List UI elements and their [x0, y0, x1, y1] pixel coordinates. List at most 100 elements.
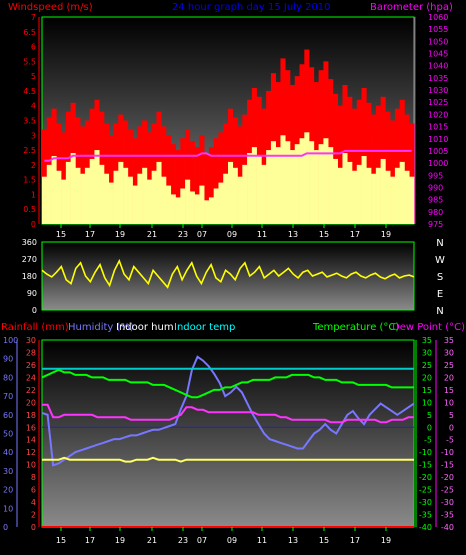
direction-tick: 180 [22, 272, 37, 281]
y-tick-right: 990 [428, 183, 443, 192]
direction-tick: 270 [22, 255, 37, 264]
gust-bar [108, 135, 114, 224]
temp-tick: 20 [422, 373, 432, 382]
average-bar [89, 158, 95, 224]
dew-tick: 20 [444, 373, 454, 382]
y-tick-right: 1025 [428, 98, 448, 107]
average-bar [46, 164, 52, 224]
legend-rain: Rainfall (mm) [1, 322, 69, 333]
plot-frame [41, 241, 415, 311]
y-tick-left: 2.5 [23, 146, 36, 155]
average-bar [75, 167, 81, 224]
direction-tick: 90 [27, 289, 37, 298]
rain-tick: 30 [26, 336, 36, 345]
humidity-tick: 80 [3, 373, 13, 382]
temp-tick: -30 [419, 498, 432, 507]
y-tick-left: 6.5 [23, 28, 36, 37]
gust-bar [194, 147, 200, 224]
average-bar [352, 170, 358, 224]
rain-tick: 14 [26, 436, 36, 445]
y-tick-right: 995 [428, 171, 443, 180]
temp-tick: 35 [422, 336, 432, 345]
temp-tick: -15 [419, 461, 432, 470]
plot-area [42, 242, 414, 310]
y-tick-left: 4.5 [23, 87, 36, 96]
gust-bar [199, 135, 205, 224]
average-bar [375, 167, 381, 224]
rain-tick: 8 [31, 473, 36, 482]
average-bar [213, 188, 219, 224]
gust-bar [146, 132, 152, 224]
average-bar [51, 155, 57, 224]
rain-tick: 0 [31, 523, 36, 532]
y-tick-right: 1035 [428, 74, 448, 83]
average-bar [256, 155, 262, 224]
rain-tick: 6 [31, 486, 36, 495]
chart-title: 24 hour graph day 15 July 2010 [172, 2, 331, 13]
direction-line [41, 258, 415, 289]
average-bar [170, 194, 176, 224]
y-tick-right: 1000 [428, 159, 448, 168]
rain-tick: 12 [26, 448, 36, 457]
x-tick-label: 17 [350, 536, 360, 545]
average-bar [242, 164, 248, 224]
dew-tick: -20 [441, 473, 454, 482]
humidity-tick: 90 [3, 355, 13, 364]
legend-dewpoint: Dew Point (°C) [392, 322, 465, 333]
average-bar [294, 144, 300, 224]
x-tick-label: 09 [227, 230, 237, 239]
average-bar [113, 170, 119, 224]
gust-bar [404, 114, 410, 224]
average-bar [104, 173, 110, 224]
x-ticks: 15 17 19 21 23 07 09 11 13 15 17 19 [56, 224, 391, 239]
rain-tick: 18 [26, 411, 36, 420]
average-bar [409, 176, 415, 224]
gust-bar [352, 108, 358, 224]
humidity-tick: 30 [3, 467, 13, 476]
humidity-tick: 70 [3, 392, 13, 401]
x-tick-label: 15 [56, 536, 66, 545]
average-bar [223, 173, 229, 224]
temp-tick: 0 [427, 423, 432, 432]
average-bar [180, 188, 186, 224]
average-bar [304, 132, 310, 224]
humidity-tick: 20 [3, 486, 13, 495]
y-tick-left: 0.5 [23, 205, 36, 214]
gust-bar [371, 114, 377, 224]
compass-letter: N [436, 238, 443, 249]
temp-tick: -35 [419, 511, 432, 520]
y-tick-right: 1040 [428, 62, 448, 71]
dew-tick: -10 [441, 448, 454, 457]
plot-area [42, 340, 414, 527]
x-tick-label: 15 [319, 230, 329, 239]
gust-bar [409, 123, 415, 224]
humidity-ticks: 0 10 20 30 40 50 60 70 80 90 100 [3, 336, 18, 532]
dew-tick: -30 [441, 498, 454, 507]
compass-letter: N [436, 306, 443, 317]
gust-bar [361, 87, 367, 224]
x-tick-label: 11 [257, 230, 267, 239]
average-bar [232, 167, 238, 224]
gust-bar [42, 129, 48, 224]
y-tick-left: 5 [31, 72, 36, 81]
average-bar [404, 170, 410, 224]
temp-tick: -40 [419, 523, 432, 532]
average-bar [309, 141, 315, 224]
x-tick-label: 19 [115, 230, 125, 239]
humidity-tick: 60 [3, 411, 13, 420]
average-bar [275, 147, 281, 224]
average-bar [94, 150, 100, 224]
series-lines [41, 355, 415, 528]
y-tick-right: 975 [428, 220, 443, 229]
temp-tick: -20 [419, 473, 432, 482]
y-tick-left: 5.5 [23, 57, 36, 66]
gust-bar [132, 138, 138, 224]
right-ticks: 975 980 985 990 995 1000 1005 1010 1015 1020 1025 1… [414, 13, 448, 229]
x-tick-label: 09 [227, 536, 237, 545]
legend-temperature: Temperature (°C) [312, 322, 399, 333]
gust-bar [189, 141, 195, 224]
average-bar [218, 182, 224, 224]
compass-letter: S [437, 272, 443, 283]
x-tick-label: 13 [288, 230, 298, 239]
